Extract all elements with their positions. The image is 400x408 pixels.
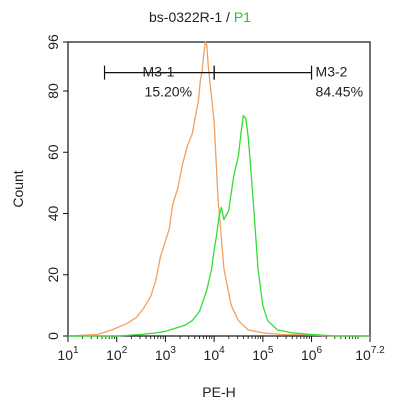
- chart-title-sample: bs-0322R-1 /: [149, 9, 234, 25]
- histogram-series-1: [67, 41, 370, 337]
- y-axis: 0 20 40 60 80 96: [45, 34, 68, 340]
- chart-title-gate: P1: [234, 9, 251, 25]
- x-tick-label: 103: [155, 345, 177, 363]
- gate-2-percent: 84.45%: [316, 84, 363, 100]
- plot-area: [67, 41, 371, 337]
- gate-1-label: M3-1: [143, 64, 175, 80]
- y-tick-label: 60: [45, 144, 61, 160]
- chart-title: bs-0322R-1 / P1: [149, 9, 251, 25]
- x-tick-label: 101: [57, 345, 79, 363]
- y-tick-label: 20: [45, 267, 61, 283]
- x-tick-label: 105: [252, 345, 274, 363]
- x-tick-label: 102: [106, 345, 128, 363]
- plot-frame: [67, 41, 371, 337]
- gate-1-percent: 15.20%: [145, 84, 192, 100]
- y-axis-title: Count: [10, 170, 26, 207]
- histogram-series-2: [68, 114, 370, 337]
- x-tick-label: 107.2: [355, 345, 385, 363]
- x-tick-label: 104: [204, 345, 226, 363]
- x-axis-title: PE-H: [202, 384, 235, 400]
- y-tick-label: 40: [45, 206, 61, 222]
- marker-layer: M3-1 15.20% M3-2 84.45%: [103, 64, 363, 100]
- y-tick-label: 80: [45, 83, 61, 99]
- gate-2-label: M3-2: [316, 64, 348, 80]
- y-tick-label: 0: [45, 332, 61, 340]
- x-axis: 101 102 103 104 105 106 107.2: [57, 336, 385, 363]
- x-tick-label: 106: [301, 345, 323, 363]
- y-tick-label: 96: [45, 34, 61, 50]
- chart-title-text: bs-0322R-1 / P1: [149, 9, 251, 25]
- series-layer: [67, 41, 370, 337]
